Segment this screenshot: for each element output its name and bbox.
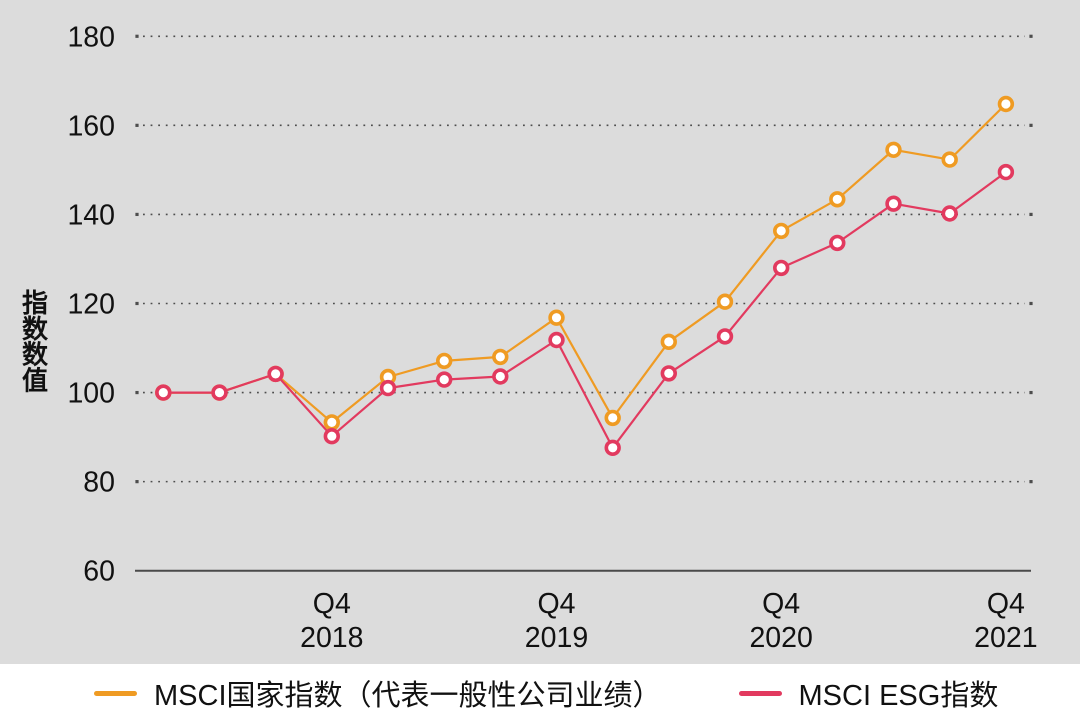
y-axis-title-char: 值 [22,365,48,395]
plot-background [0,0,1080,664]
y-tick-label: 80 [83,467,115,499]
data-point-msci-country [941,151,958,168]
data-point-msci-country [323,414,340,431]
data-point-msci-esg [436,371,453,388]
chart-plot-area: 60 80 100 120 140 160 180 指数数值 Q4 2018 Q4 2019 Q4 202… [0,0,1080,664]
data-point-msci-esg [885,195,902,212]
data-point-msci-esg [211,384,228,401]
chart-legend: MSCI国家指数（代表一般性公司业绩） MSCI ESG指数 [0,664,1080,722]
gridline-start-dot [135,390,139,395]
data-point-msci-country [548,309,565,326]
data-point-msci-country [492,348,509,366]
y-tick-label: 180 [67,21,115,53]
data-point-msci-esg [997,163,1015,181]
line-chart: 6080100120140160180指数数值Q42018Q42019Q4202… [0,0,1080,664]
y-axis-title-char: 数 [22,340,49,370]
gridline-end-dot [1029,123,1033,127]
x-tick-label-quarter: Q4 [537,588,575,620]
data-point-msci-country [604,409,621,427]
data-point-msci-country [660,333,677,350]
x-tick-label-quarter: Q4 [987,588,1025,620]
y-tick-label: 100 [67,378,115,410]
data-point-msci-esg [660,365,677,382]
y-tick-label: 160 [67,110,115,142]
data-point-msci-esg [772,259,790,277]
y-axis-title-char: 指 [22,288,48,318]
data-point-msci-esg [716,328,734,345]
legend-item-msci-esg: MSCI ESG指数 [738,672,999,714]
pink-line-swatch-icon [738,690,782,696]
data-point-msci-country [436,352,453,370]
data-point-msci-country [829,191,846,208]
legend-item-msci-country: MSCI国家指数（代表一般性公司业绩） [94,672,662,714]
gridline-end-dot [1029,390,1033,395]
data-point-msci-esg [323,428,340,445]
gridline-end-dot [1029,480,1033,484]
gridline-end-dot [1029,34,1033,38]
x-tick-label-year: 2019 [525,622,588,654]
data-point-msci-esg [548,331,565,349]
data-point-msci-esg [155,384,172,401]
x-tick-label-quarter: Q4 [762,588,800,620]
series-line-msci-country [163,103,1007,424]
data-point-msci-esg [829,234,846,252]
gridline-start-dot [135,212,139,217]
legend-label-msci-esg: MSCI ESG指数 [798,680,999,712]
data-point-msci-country [772,222,790,240]
data-point-msci-country [997,95,1015,113]
x-tick-label-year: 2020 [749,622,812,654]
x-tick-label-year: 2018 [300,622,363,654]
gridline-start-dot [135,123,139,127]
gridline-start-dot [135,480,139,484]
y-tick-label: 120 [67,288,115,320]
orange-line-swatch-icon [94,690,137,696]
y-tick-label: 60 [83,556,115,588]
data-point-msci-country [885,141,902,159]
gridline-start-dot [135,34,139,38]
data-point-msci-esg [267,365,284,383]
gridline-end-dot [1029,212,1033,217]
data-point-msci-esg [941,205,958,222]
legend-label-msci-country: MSCI国家指数（代表一般性公司业绩） [154,680,662,712]
data-point-msci-esg [492,368,509,385]
data-point-msci-esg [604,439,621,456]
x-tick-label-year: 2021 [974,622,1037,654]
series-line-msci-esg [163,171,1007,449]
gridline-end-dot [1029,301,1033,306]
data-point-msci-country [716,293,734,310]
x-tick-label-quarter: Q4 [313,588,351,620]
y-axis-title-char: 数 [22,314,49,344]
data-point-msci-esg [379,379,397,397]
y-tick-label: 140 [67,199,115,231]
gridline-start-dot [135,301,139,306]
